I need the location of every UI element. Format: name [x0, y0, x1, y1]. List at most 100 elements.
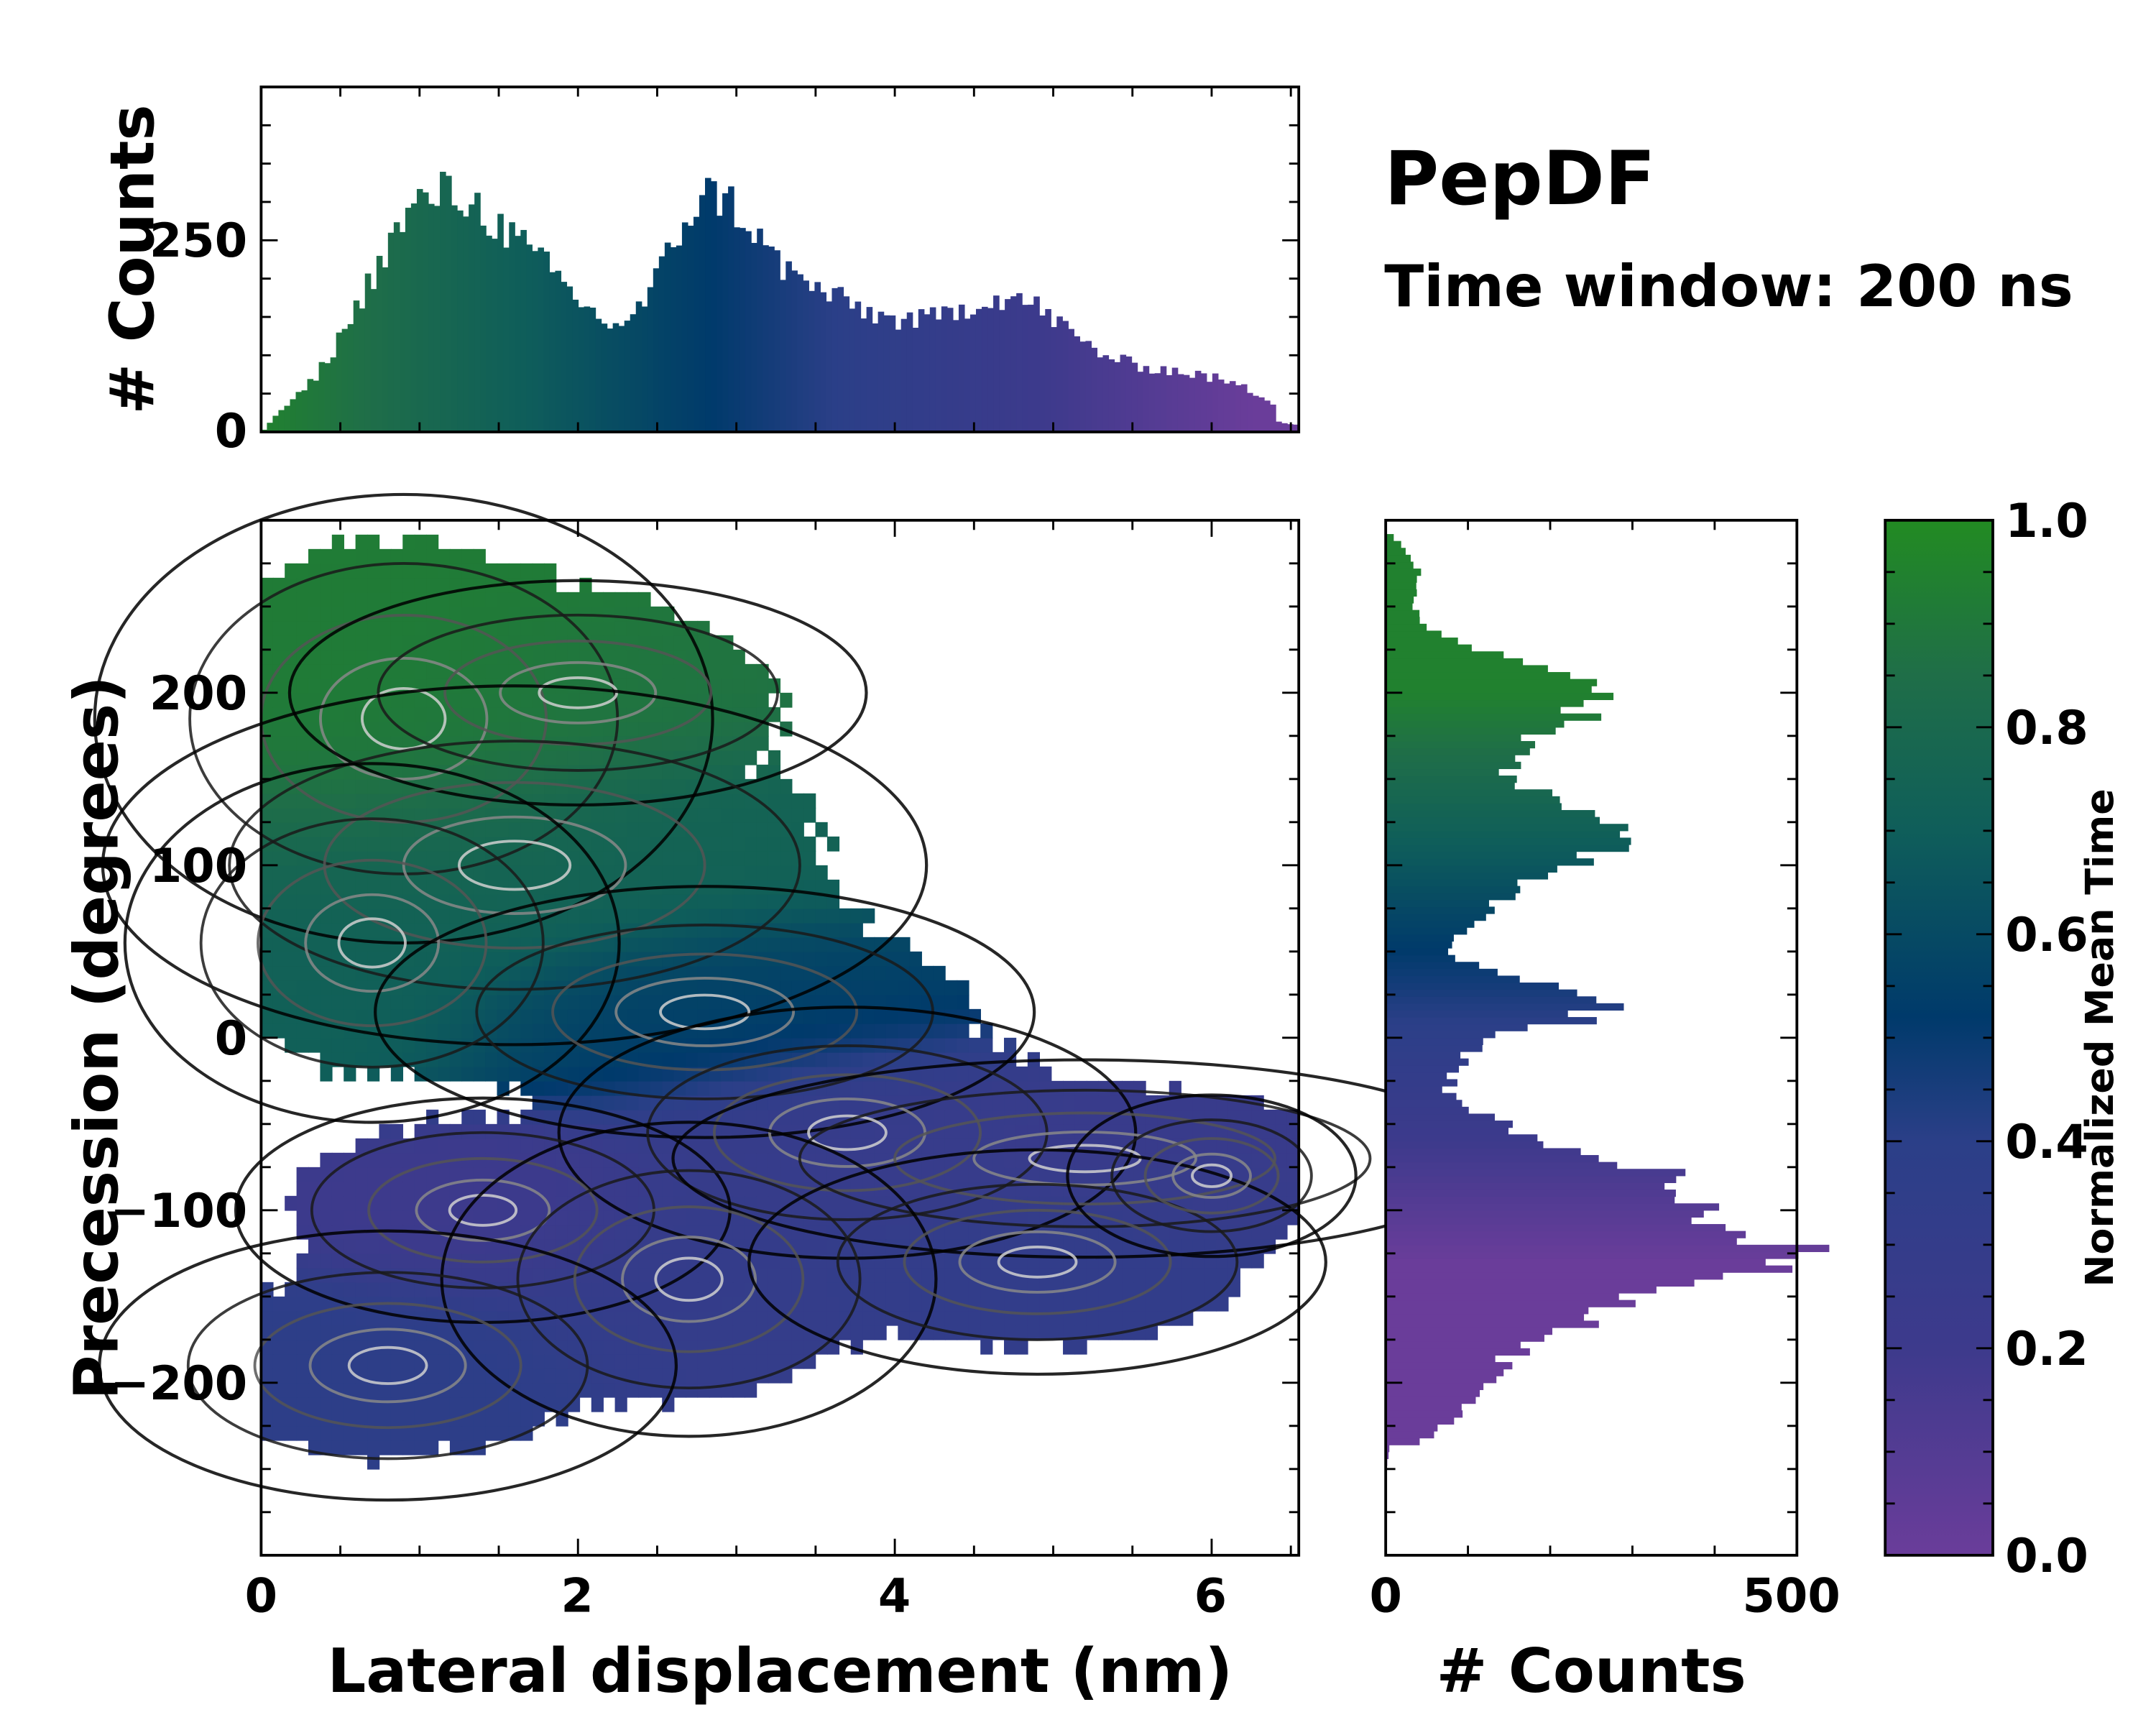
heatmap-cell	[614, 1310, 627, 1326]
heatmap-cell	[390, 1037, 404, 1053]
heatmap-cell	[1039, 1296, 1052, 1312]
top-histogram-bar	[364, 273, 372, 432]
heatmap-cell	[709, 678, 722, 694]
heatmap-cell	[579, 1210, 592, 1225]
heatmap-cell	[614, 893, 627, 909]
heatmap-cell	[626, 649, 640, 665]
heatmap-cell	[686, 807, 699, 823]
heatmap-cell	[414, 1253, 427, 1269]
heatmap-cell	[768, 865, 781, 880]
heatmap-cell	[815, 1238, 828, 1254]
heatmap-cell	[485, 1411, 498, 1427]
heatmap-cell	[791, 1023, 804, 1039]
heatmap-cell	[957, 1282, 969, 1297]
heatmap-cell	[1157, 1210, 1170, 1225]
heatmap-cell	[579, 1195, 592, 1211]
heatmap-cell	[355, 1238, 368, 1254]
heatmap-cell	[780, 1267, 793, 1283]
contour-line	[654, 1256, 724, 1302]
heatmap-cell	[614, 1339, 627, 1355]
heatmap-cell	[331, 1353, 344, 1369]
heatmap-cell	[449, 1181, 463, 1197]
heatmap-cell	[426, 577, 439, 593]
right-histogram-bar	[1386, 1355, 1496, 1363]
top-histogram-ylabel: # Counts	[98, 104, 168, 414]
colorbar-label: Normalized Mean Time	[2077, 788, 2122, 1287]
heatmap-cell	[662, 893, 675, 909]
heatmap-cell	[402, 1382, 415, 1398]
heatmap-cell	[485, 994, 498, 1010]
heatmap-cell	[650, 1339, 663, 1355]
heatmap-cell	[485, 592, 498, 607]
heatmap-cell	[473, 1282, 486, 1297]
heatmap-cell	[461, 692, 474, 708]
ytick-label-0: 0	[215, 1011, 247, 1066]
contour-line	[551, 952, 859, 1072]
heatmap-cell	[520, 1167, 533, 1182]
heatmap-cell	[603, 1095, 616, 1110]
heatmap-cell	[272, 865, 285, 880]
heatmap-cell	[968, 1095, 981, 1110]
heatmap-cell	[732, 1181, 745, 1197]
heatmap-cell	[756, 965, 769, 981]
heatmap-cell	[626, 822, 640, 837]
heatmap-cell	[745, 1152, 757, 1168]
heatmap-cell	[355, 793, 368, 809]
heatmap-cell	[556, 879, 568, 895]
right-histogram-bar	[1386, 886, 1521, 893]
heatmap-cell	[957, 1267, 969, 1283]
heatmap-cell	[933, 994, 946, 1010]
heatmap-cell	[874, 1267, 887, 1283]
heatmap-cell	[520, 721, 533, 737]
heatmap-cell	[355, 865, 368, 880]
heatmap-cell	[768, 1195, 781, 1211]
contour-line	[798, 1088, 1372, 1228]
heatmap-cell	[438, 1368, 451, 1384]
heatmap-cell	[638, 606, 651, 622]
right-histogram-bar	[1386, 1065, 1460, 1073]
heatmap-cell	[461, 663, 474, 679]
top-histogram-bar	[745, 231, 752, 432]
heatmap-cell	[367, 1238, 380, 1254]
contour-line	[308, 1328, 467, 1404]
heatmap-cell	[426, 750, 439, 765]
heatmap-cell	[508, 592, 522, 607]
heatmap-cell	[320, 1368, 333, 1384]
heatmap-cell	[390, 721, 404, 737]
heatmap-cell	[1004, 1123, 1017, 1139]
heatmap-cell	[992, 1095, 1005, 1110]
heatmap-cell	[390, 1425, 404, 1441]
top-histogram-bar	[463, 216, 469, 432]
heatmap-cell	[944, 1066, 958, 1082]
heatmap-cell	[626, 1080, 640, 1096]
heatmap-cell	[390, 1440, 404, 1455]
heatmap-cell	[780, 850, 793, 866]
heatmap-cell	[1110, 1138, 1123, 1154]
heatmap-cell	[1122, 1282, 1135, 1297]
top-histogram-bar	[624, 321, 631, 432]
heatmap-cell	[497, 1267, 510, 1283]
heatmap-cell	[815, 879, 828, 895]
heatmap-cell	[285, 865, 298, 880]
heatmap-cell	[426, 994, 439, 1010]
heatmap-cell	[791, 980, 804, 995]
heatmap-cell	[344, 778, 356, 794]
heatmap-cell	[308, 908, 321, 924]
heatmap-cell	[686, 1325, 699, 1340]
heatmap-cell	[1122, 1224, 1135, 1240]
heatmap-cell	[944, 1224, 958, 1240]
heatmap-cell	[461, 1052, 474, 1067]
heatmap-cell	[532, 1368, 545, 1384]
heatmap-cell	[780, 836, 793, 852]
heatmap-cell	[1286, 1152, 1299, 1168]
heatmap-cell	[367, 1037, 380, 1053]
heatmap-cell	[261, 1368, 274, 1384]
heatmap-cell	[414, 548, 427, 564]
colorbar-tick-label-0.4: 0.4	[2005, 1115, 2088, 1169]
heatmap-cell	[508, 649, 522, 665]
y-axis-label: Precession (degrees)	[62, 676, 132, 1399]
heatmap-cell	[520, 592, 533, 607]
heatmap-cell	[1227, 1224, 1240, 1240]
heatmap-cell	[1122, 1267, 1135, 1283]
heatmap-cell	[414, 750, 427, 765]
